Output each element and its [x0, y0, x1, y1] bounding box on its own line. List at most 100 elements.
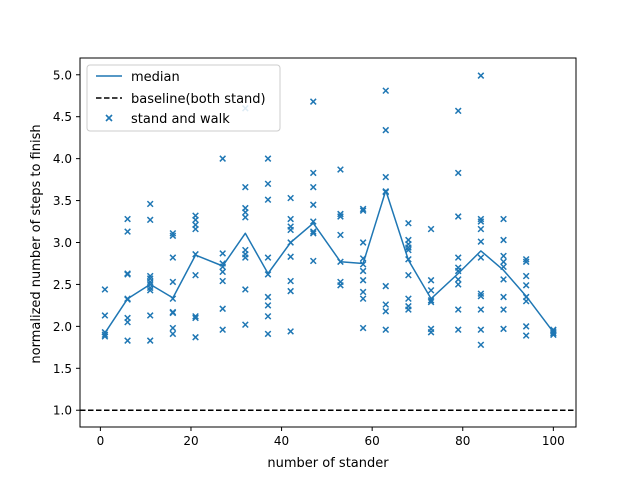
scatter-point-stroke — [242, 214, 249, 221]
scatter-point — [522, 281, 530, 289]
legend: median baseline(both stand) stand and wa… — [86, 64, 281, 132]
scatter-point — [124, 337, 131, 344]
scatter-point — [359, 276, 367, 284]
scatter-point — [169, 309, 177, 317]
scatter-point — [359, 207, 367, 214]
scatter-point — [359, 267, 367, 275]
scatter-point — [477, 306, 485, 313]
scatter-point-stroke — [264, 271, 272, 278]
scatter-point — [101, 333, 109, 340]
x-tick-label: 40 — [274, 434, 289, 448]
scatter-point — [522, 332, 530, 339]
scatter-point-stroke — [101, 312, 109, 319]
scatter-point — [477, 292, 485, 300]
scatter-point — [550, 331, 557, 339]
scatter-point-stroke — [192, 333, 199, 341]
scatter-point — [124, 318, 131, 326]
scatter-point-stroke — [477, 306, 485, 313]
scatter-point-stroke — [522, 323, 530, 330]
scatter-point-stroke — [477, 72, 485, 79]
scatter-point — [287, 215, 294, 223]
scatter-point-stroke — [427, 328, 435, 336]
scatter-point-stroke — [359, 295, 367, 303]
y-tick-label: 4.0 — [53, 152, 72, 166]
scatter-point — [192, 216, 199, 224]
scatter-point — [287, 287, 294, 295]
scatter-point-stroke — [146, 278, 154, 286]
scatter-point-stroke — [382, 301, 390, 308]
scatter-point-stroke — [287, 239, 294, 246]
scatter-point — [242, 254, 249, 261]
scatter-point-stroke — [382, 326, 390, 334]
scatter-point — [309, 183, 317, 191]
scatter-point-stroke — [359, 239, 367, 246]
scatter-point — [192, 271, 199, 279]
scatter-point — [219, 277, 227, 285]
scatter-point — [522, 323, 530, 330]
scatter-point-stroke — [550, 329, 557, 337]
scatter-point-stroke — [219, 326, 227, 334]
scatter-point-stroke — [500, 276, 507, 283]
scatter-point-stroke — [242, 183, 249, 191]
scatter-point-stroke — [405, 219, 412, 227]
scatter-point-stroke — [309, 183, 317, 191]
scatter-point — [359, 288, 367, 296]
scatter-point — [146, 272, 154, 280]
scatter-point — [101, 286, 109, 293]
x-tick-label: 100 — [542, 434, 565, 448]
scatter-point-stroke — [405, 255, 412, 263]
scatter-point — [405, 244, 412, 251]
scatter-point — [382, 188, 390, 196]
scatter-point-stroke — [427, 276, 435, 284]
scatter-point — [146, 284, 154, 292]
scatter-point-stroke — [169, 229, 177, 237]
y-tick-label: 2.5 — [53, 278, 72, 292]
scatter-point — [337, 210, 344, 218]
scatter-point — [287, 253, 294, 261]
scatter-point — [309, 218, 317, 225]
scatter-point-stroke — [264, 302, 272, 309]
scatter-point-stroke — [264, 254, 272, 261]
scatter-point — [427, 225, 435, 233]
scatter-point-stroke — [287, 277, 294, 285]
scatter-point-stroke — [382, 126, 390, 134]
scatter-point-stroke — [550, 331, 557, 339]
scatter-point-stroke — [337, 231, 344, 239]
scatter-point-stroke — [359, 276, 367, 284]
scatter-point-stroke — [309, 228, 317, 235]
scatter-point-stroke — [500, 263, 507, 271]
scatter-point — [454, 254, 462, 261]
scatter-point-stroke — [169, 232, 177, 240]
scatter-point — [454, 107, 462, 115]
x-tick-label: 20 — [183, 434, 198, 448]
scatter-point — [427, 298, 435, 306]
scatter-point — [500, 325, 507, 333]
scatter-point-stroke — [405, 244, 412, 251]
scatter-point — [309, 228, 317, 235]
scatter-point — [500, 258, 507, 266]
scatter-point — [500, 263, 507, 271]
scatter-point — [382, 282, 390, 290]
scatter-point — [382, 301, 390, 308]
scatter-point — [522, 297, 530, 305]
scatter-point-stroke — [219, 155, 227, 162]
scatter-point-stroke — [382, 307, 390, 315]
scatter-point — [264, 293, 272, 301]
scatter-point-stroke — [264, 155, 272, 162]
scatter-point — [309, 98, 317, 105]
scatter-point-stroke — [454, 306, 462, 313]
scatter-point — [309, 257, 317, 265]
scatter-point — [169, 232, 177, 240]
scatter-point-stroke — [337, 210, 344, 218]
scatter-point-stroke — [454, 169, 462, 177]
scatter-point-stroke — [169, 254, 177, 261]
scatter-point — [242, 214, 249, 221]
scatter-point — [477, 218, 485, 225]
plot-area — [80, 72, 576, 411]
scatter-point-stroke — [500, 252, 507, 260]
scatter-point-stroke — [101, 331, 109, 339]
scatter-point-stroke — [169, 295, 177, 303]
scatter-point-stroke — [382, 87, 390, 95]
scatter-point-stroke — [264, 312, 272, 320]
scatter-point-stroke — [264, 180, 272, 188]
